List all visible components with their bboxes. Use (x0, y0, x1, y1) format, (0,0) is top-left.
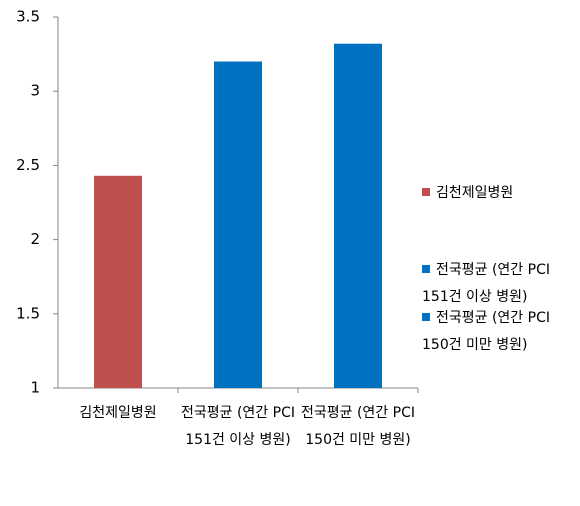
legend-item: 김천제일병원 (422, 180, 578, 207)
x-tick-label: 전국평균 (연간 PCI 150건 미만 병원) (301, 405, 415, 448)
y-tick-label: 3 (30, 82, 40, 100)
x-tick-label: 전국평균 (연간 PCI 151건 이상 병원) (181, 405, 295, 448)
legend-swatch (422, 188, 430, 196)
y-tick-label: 3.5 (16, 8, 40, 26)
x-tick-label: 김천제일병원 (79, 405, 157, 421)
y-tick-label: 2 (30, 230, 40, 248)
bar (94, 175, 142, 388)
legend-item: 전국평균 (연간 PCI 150건 미만 병원) (422, 305, 578, 359)
y-tick-label: 1.5 (16, 304, 40, 322)
legend-swatch (422, 313, 430, 321)
bar (214, 61, 262, 389)
legend-label: 전국평균 (연간 PCI 150건 미만 병원) (422, 310, 550, 353)
legend-swatch (422, 265, 430, 273)
y-tick-label: 1 (30, 379, 40, 397)
legend-label: 전국평균 (연간 PCI 151건 이상 병원) (422, 262, 550, 305)
y-tick-label: 2.5 (16, 156, 40, 174)
legend-label: 김천제일병원 (436, 185, 514, 201)
bar (334, 43, 382, 388)
legend-item: 전국평균 (연간 PCI 151건 이상 병원) (422, 257, 578, 311)
